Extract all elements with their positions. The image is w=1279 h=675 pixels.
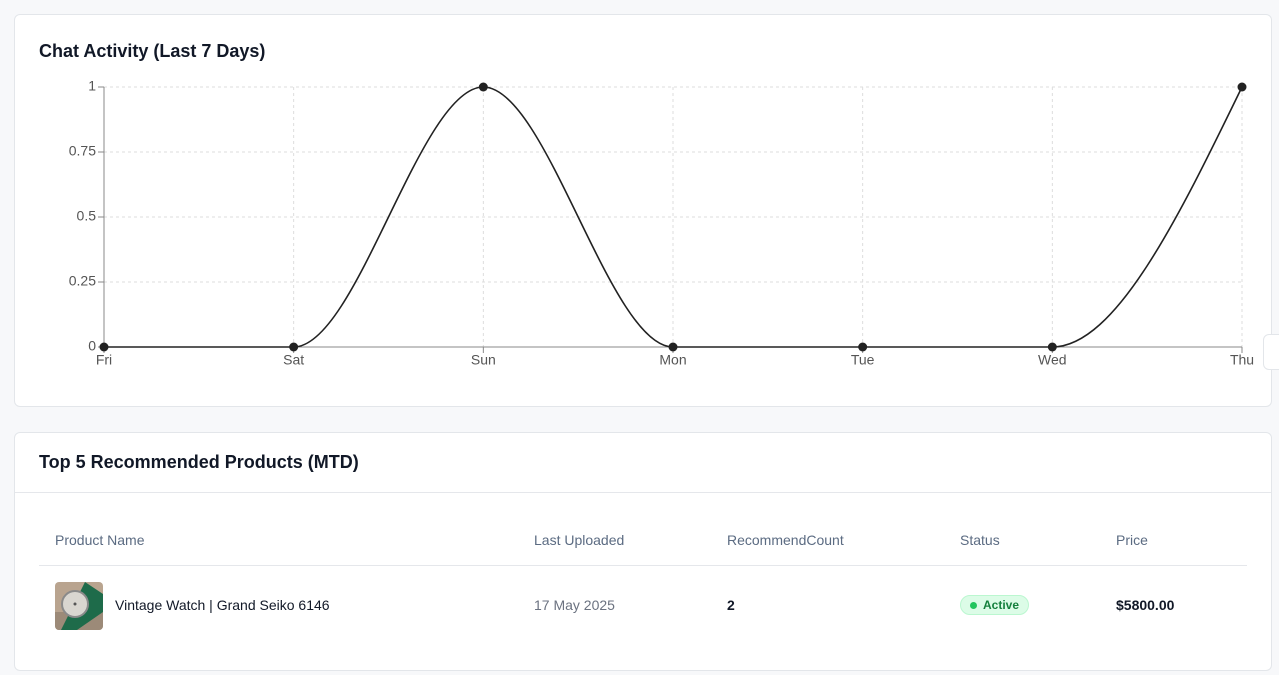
point (478, 82, 488, 92)
column-header: Price (1116, 532, 1148, 548)
recommend-count: 2 (727, 597, 735, 613)
column-header: RecommendCount (727, 532, 844, 548)
x-tick-label: Sat (283, 352, 304, 368)
point (99, 342, 109, 352)
column-header: Last Uploaded (534, 532, 625, 548)
x-tick-label: Fri (96, 352, 112, 368)
status-text: Active (983, 598, 1020, 612)
status-badge: Active (960, 595, 1030, 615)
side-tab[interactable] (1263, 334, 1279, 370)
x-tick-label: Wed (1038, 352, 1067, 368)
price: $5800.00 (1116, 597, 1175, 613)
point (668, 342, 678, 352)
y-tick-label: 0.25 (69, 273, 96, 289)
y-tick-label: 0.75 (69, 143, 96, 159)
column-header: Status (960, 532, 1000, 548)
chart-title: Chat Activity (Last 7 Days) (39, 41, 266, 61)
point (1237, 82, 1247, 92)
status-dot (970, 602, 977, 609)
point (858, 342, 868, 352)
point (1047, 342, 1057, 352)
product-thumbnail[interactable] (55, 582, 103, 630)
x-tick-label: Mon (659, 352, 686, 368)
products-card (14, 432, 1272, 671)
x-tick-label: Tue (851, 352, 875, 368)
chart-card (14, 14, 1272, 407)
y-tick-label: 0.5 (77, 208, 97, 224)
line (103, 86, 1243, 348)
product-name[interactable]: Vintage Watch | Grand Seiko 6146 (115, 597, 330, 613)
divider (15, 492, 1271, 493)
products-title: Top 5 Recommended Products (MTD) (39, 452, 359, 472)
column-header: Product Name (55, 532, 145, 548)
last-uploaded: 17 May 2025 (534, 597, 615, 613)
y-tick-label: 0 (88, 338, 96, 354)
x-tick-label: Thu (1230, 352, 1254, 368)
header-border (39, 565, 1247, 566)
y-tick-label: 1 (88, 78, 96, 94)
chart: 0 0.25 0.5 0.75 1 Fri Sat Sun Mon Tue Wed Thu (69, 78, 1254, 368)
point (289, 342, 299, 352)
x-tick-label: Sun (471, 352, 496, 368)
